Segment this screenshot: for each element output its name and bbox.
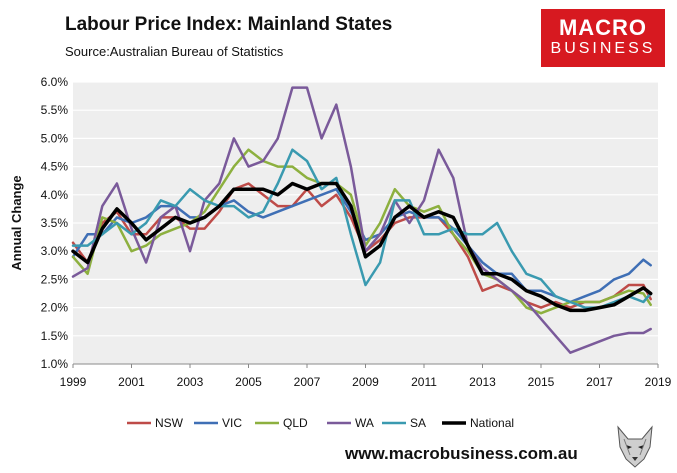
x-tick-label: 2003 bbox=[177, 375, 204, 389]
y-tick-label: 1.5% bbox=[41, 329, 69, 343]
chart-title: Labour Price Index: Mainland States bbox=[65, 14, 393, 35]
legend-label-nsw: NSW bbox=[155, 416, 184, 430]
y-tick-label: 1.0% bbox=[41, 357, 69, 371]
x-axis-ticks: 1999 2001 2003 2005 2007 2009 2011 2013 2015 2017… bbox=[60, 363, 672, 389]
x-tick-label: 2017 bbox=[586, 375, 613, 389]
x-tick-label: 1999 bbox=[60, 375, 87, 389]
x-tick-label: 2019 bbox=[645, 375, 672, 389]
y-axis-ticks: 1.0% 1.5% 2.0% 2.5% 3.0% 3.5% 4.0% 4.5% 5.0% 5.5%… bbox=[41, 75, 69, 371]
logo-text-top: MACRO bbox=[558, 15, 648, 40]
logo-text-bottom: BUSINESS bbox=[550, 40, 656, 57]
series-line-national bbox=[71, 181, 653, 313]
chart-source: Source:Australian Bureau of Statistics bbox=[65, 44, 284, 59]
x-tick-label: 2001 bbox=[118, 375, 145, 389]
x-tick-label: 2009 bbox=[352, 375, 379, 389]
x-tick-label: 2013 bbox=[469, 375, 496, 389]
legend-label-wa: WA bbox=[355, 416, 374, 430]
series-line-sa bbox=[71, 148, 652, 309]
y-tick-label: 3.5% bbox=[41, 216, 69, 230]
y-tick-label: 6.0% bbox=[41, 75, 69, 89]
grid bbox=[73, 81, 658, 365]
legend-label-qld: QLD bbox=[283, 416, 308, 430]
legend-label-national: National bbox=[470, 416, 514, 430]
legend: NSW VIC QLD WA SA National bbox=[127, 416, 514, 430]
macrobusiness-logo: MACRO BUSINESS bbox=[541, 9, 665, 67]
y-tick-label: 5.5% bbox=[41, 103, 69, 117]
y-tick-label: 4.5% bbox=[41, 160, 69, 174]
y-tick-label: 4.0% bbox=[41, 188, 69, 202]
wolf-icon bbox=[617, 425, 653, 468]
y-tick-label: 3.0% bbox=[41, 244, 69, 258]
footer-url: www.macrobusiness.com.au bbox=[345, 444, 578, 463]
y-tick-label: 5.0% bbox=[41, 131, 69, 145]
y-axis-label: Annual Change bbox=[9, 175, 24, 270]
y-tick-label: 2.5% bbox=[41, 272, 69, 286]
legend-label-sa: SA bbox=[410, 416, 426, 430]
x-tick-label: 2015 bbox=[528, 375, 555, 389]
x-tick-label: 2011 bbox=[411, 375, 437, 389]
x-tick-label: 2005 bbox=[235, 375, 262, 389]
legend-label-vic: VIC bbox=[222, 416, 242, 430]
y-tick-label: 2.0% bbox=[41, 301, 69, 315]
x-tick-label: 2007 bbox=[294, 375, 321, 389]
series-lines bbox=[71, 86, 653, 354]
